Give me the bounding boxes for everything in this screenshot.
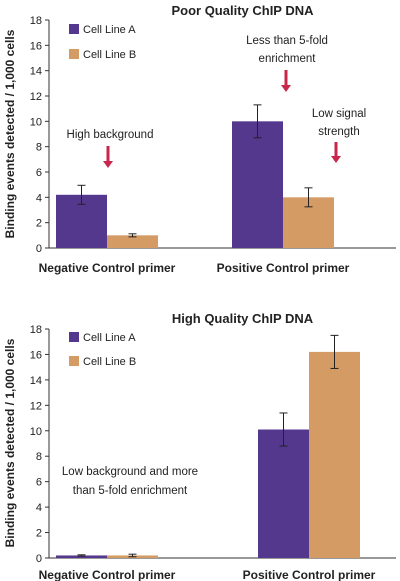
legend-swatch-cell-line-b (69, 356, 79, 366)
y-tick-label: 4 (36, 192, 42, 204)
legend-swatch-cell-line-b (69, 49, 79, 59)
x-category-label: Positive Control primer (217, 261, 350, 275)
x-category-label: Negative Control primer (39, 261, 176, 275)
annotation-text: Low background and more (62, 466, 198, 478)
y-tick-label: 14 (30, 375, 42, 387)
bar-cell-line-b (309, 351, 360, 558)
y-tick-label: 10 (30, 116, 42, 128)
annotation-arrow (281, 70, 291, 92)
y-tick-label: 0 (36, 553, 42, 565)
y-axis-label: Binding events detected / 1,000 cells (3, 338, 17, 547)
chart-1: Poor Quality ChIP DNA Binding events dete… (3, 3, 396, 275)
y-tick-label: 0 (36, 243, 42, 255)
error-bar (128, 553, 137, 558)
error-bar (77, 184, 86, 205)
y-tick-label: 10 (30, 426, 42, 438)
annotation-text: Less than 5-fold (246, 35, 328, 47)
y-tick-label: 6 (36, 167, 42, 179)
arrow-head (281, 85, 291, 92)
y-tick-label: 2 (36, 218, 42, 230)
error-bar (330, 334, 339, 369)
y-tick-label: 18 (30, 15, 42, 27)
bar-cell-line-b (107, 235, 158, 248)
error-bar (77, 554, 86, 557)
y-tick-label: 12 (30, 400, 42, 412)
error-bar (128, 233, 137, 238)
x-category-label: Positive Control primer (243, 568, 376, 581)
error-bar (304, 187, 313, 208)
arrow-head (331, 156, 341, 163)
annotation-arrow (331, 142, 341, 163)
y-tick-label: 16 (30, 40, 42, 52)
chart-title: Poor Quality ChIP DNA (171, 3, 314, 18)
bar-cell-line-a (56, 555, 107, 558)
arrow-head (103, 161, 113, 168)
annotation-arrow (103, 146, 113, 168)
y-axis-label: Binding events detected / 1,000 cells (3, 29, 17, 238)
annotation-text: Low signal (312, 108, 366, 120)
annotation-text: than 5-fold enrichment (73, 485, 188, 497)
y-tick-label: 14 (30, 66, 42, 78)
error-bar (253, 104, 262, 139)
chart-2: High Quality ChIP DNA Binding events dete… (3, 311, 396, 581)
y-tick-label: 2 (36, 528, 42, 540)
legend-label: Cell Line A (83, 332, 136, 344)
chart-title: High Quality ChIP DNA (172, 311, 314, 326)
y-tick-label: 12 (30, 91, 42, 103)
legend-label: Cell Line B (83, 49, 136, 61)
annotation-text: strength (318, 126, 360, 138)
y-tick-label: 16 (30, 349, 42, 361)
bar-cell-line-a (232, 121, 283, 248)
y-tick-label: 8 (36, 451, 42, 463)
annotation-text: High background (67, 129, 154, 141)
y-tick-label: 6 (36, 477, 42, 489)
y-tick-label: 4 (36, 502, 42, 514)
annotation-text: enrichment (259, 53, 317, 65)
y-tick-label: 18 (30, 324, 42, 336)
x-category-label: Negative Control primer (39, 568, 176, 581)
bar-cell-line-a (258, 429, 309, 558)
error-bar (279, 412, 288, 447)
legend-swatch-cell-line-a (69, 24, 79, 34)
legend-swatch-cell-line-a (69, 332, 79, 342)
legend-label: Cell Line B (83, 356, 136, 368)
y-tick-label: 8 (36, 142, 42, 154)
legend-label: Cell Line A (83, 24, 136, 36)
